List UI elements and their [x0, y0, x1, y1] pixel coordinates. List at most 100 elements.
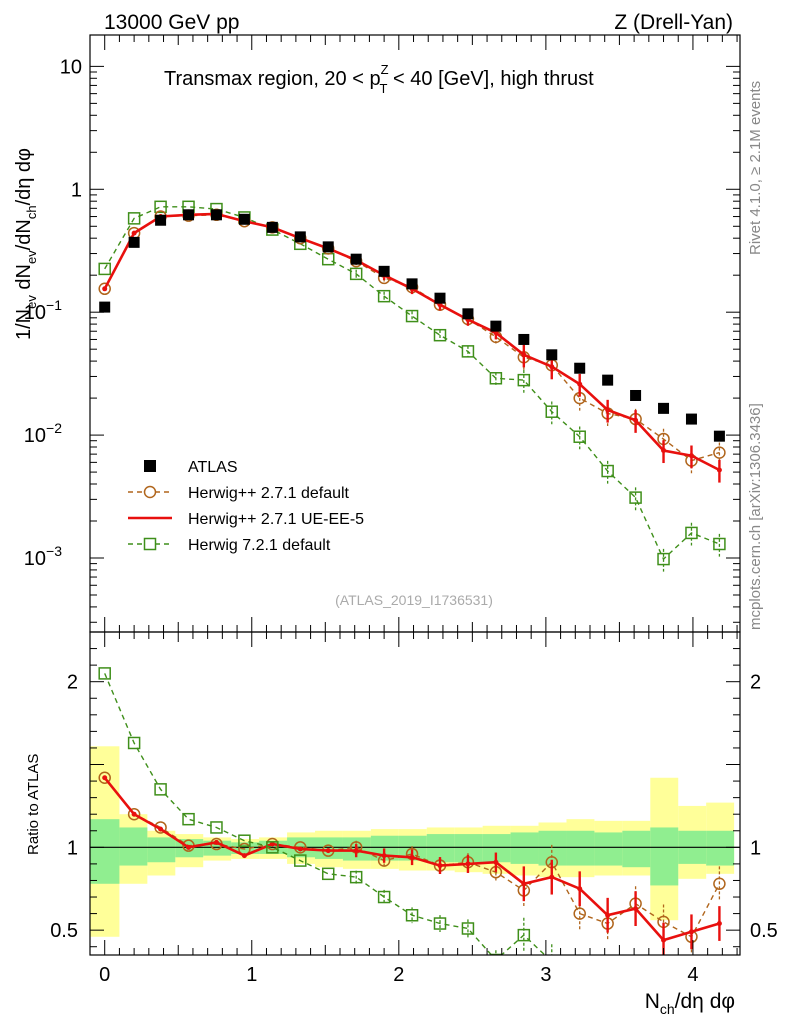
data-point [605, 407, 611, 413]
data-point [325, 848, 331, 854]
band-green-bin [119, 827, 148, 866]
series-line [102, 775, 722, 955]
data-point [574, 362, 586, 374]
data-point [98, 667, 111, 680]
legend-entry: Herwig++ 2.7.1 default [128, 485, 350, 502]
data-point [657, 552, 670, 566]
data-point [349, 870, 363, 884]
band-green-bin [594, 832, 623, 866]
data-point [713, 446, 726, 459]
data-point [154, 783, 167, 796]
band-green-bin [650, 827, 679, 886]
data-point [406, 278, 418, 290]
data-point [131, 811, 137, 817]
legend-marker [144, 460, 156, 472]
series-data [99, 209, 725, 442]
data-point [521, 881, 527, 887]
data-point [465, 861, 471, 867]
data-point [238, 834, 251, 847]
data-point [517, 373, 531, 387]
series-circle [98, 208, 726, 474]
data-point [716, 467, 722, 473]
data-point [377, 289, 391, 303]
data-point [489, 372, 503, 385]
analysis-id: (ATLAS_2019_I1736531) [335, 592, 493, 608]
legend-entry: Herwig++ 2.7.1 UE-EE-5 [128, 511, 364, 528]
y-tick-label: 10−3 [24, 543, 62, 570]
legend-label: Herwig++ 2.7.1 default [188, 485, 350, 502]
y-tick-base: 10 [24, 302, 46, 324]
data-point [713, 537, 726, 551]
data-point [549, 874, 555, 880]
band-green-bin [622, 830, 651, 868]
data-point [294, 231, 306, 243]
band-green-bin [147, 837, 176, 863]
data-point [238, 213, 250, 225]
legend-entry: ATLAS [144, 459, 238, 476]
data-point [210, 209, 222, 221]
data-point [573, 907, 586, 920]
data-point [241, 853, 247, 859]
data-point [577, 886, 583, 892]
data-point [713, 430, 725, 442]
band-green-bin [566, 830, 595, 866]
data-point [521, 352, 527, 358]
band-green-bin [90, 819, 120, 884]
data-point [629, 491, 642, 504]
data-point [716, 921, 722, 927]
x-tick-label: 3 [540, 964, 551, 986]
plot-title: Transmax region, 20 < pZ T < 40 [GeV], hi… [164, 62, 594, 96]
data-point [381, 853, 387, 859]
data-point [405, 908, 419, 922]
data-point [545, 405, 559, 418]
x-tick-label: 0 [99, 964, 110, 986]
band-green-bin [231, 842, 260, 854]
series-line [104, 206, 720, 561]
data-point [433, 917, 447, 930]
data-point [433, 328, 447, 342]
data-point [490, 320, 502, 332]
data-point [685, 526, 698, 540]
data-point [98, 262, 111, 276]
data-point [517, 928, 531, 942]
legend-marker [143, 537, 157, 551]
data-point [546, 349, 558, 361]
legend-marker [143, 485, 157, 499]
data-point [661, 937, 667, 943]
data-point [377, 890, 391, 904]
data-point [437, 863, 443, 869]
data-point [182, 812, 195, 826]
data-point [601, 464, 614, 478]
data-point [605, 912, 611, 918]
data-point [210, 821, 223, 834]
y-tick-exp: −3 [46, 543, 62, 559]
data-point [489, 953, 503, 955]
y-tick-label: 10−1 [24, 297, 62, 324]
data-point [269, 841, 275, 847]
x-ticks: 0 1 2 3 4 [89, 35, 738, 986]
series-square [98, 667, 553, 955]
ratio-y-tick-label-right: 0.5 [750, 920, 778, 942]
y-tick-exp: −2 [46, 420, 62, 436]
legend-entry: Herwig 7.2.1 default [128, 537, 331, 554]
data-point [321, 867, 335, 881]
data-point [186, 844, 192, 850]
data-point [213, 839, 219, 845]
ratio-y-tick-label-right: 2 [750, 672, 761, 694]
data-point [633, 906, 639, 912]
y-tick-exp: −1 [46, 297, 62, 313]
data-point [128, 236, 140, 248]
y-tick-label: 10 [60, 56, 82, 78]
header-right: Z (Drell-Yan) [614, 11, 733, 34]
x-tick-label: 2 [393, 964, 404, 986]
data-point [493, 859, 499, 865]
data-point [349, 267, 363, 281]
data-point [127, 736, 141, 750]
series-line [102, 211, 722, 483]
x-axis-label: Nch/dη dφ [645, 990, 735, 1017]
ratio-y-tick-label-left: 1 [67, 837, 78, 859]
data-point [266, 841, 279, 854]
data-point [102, 286, 108, 292]
